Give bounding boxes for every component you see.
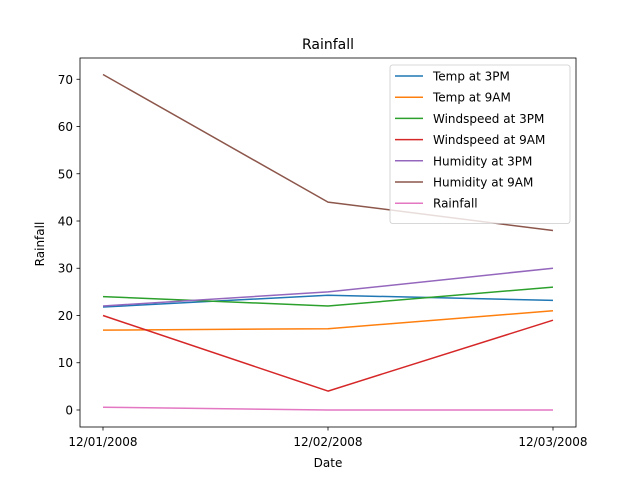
- series-line-4: [102, 314, 554, 392]
- y-tick-label: 30: [58, 262, 73, 276]
- legend-label: Humidity at 3PM: [433, 154, 532, 168]
- x-tick-label: 12/03/2008: [518, 435, 587, 449]
- legend-label: Windspeed at 9AM: [433, 133, 545, 147]
- y-tick-label: 0: [65, 403, 73, 417]
- x-axis-label: Date: [314, 456, 343, 470]
- legend-label: Temp at 3PM: [432, 70, 510, 84]
- y-tick-label: 20: [58, 309, 73, 323]
- y-tick-label: 40: [58, 215, 73, 229]
- series-line-2: [102, 310, 554, 331]
- legend-label: Rainfall: [433, 197, 478, 211]
- chart-title: Rainfall: [302, 37, 354, 53]
- y-axis-label: Rainfall: [33, 222, 47, 267]
- legend-label: Windspeed at 3PM: [433, 112, 544, 126]
- y-tick-label: 70: [58, 73, 73, 87]
- x-tick-label: 12/01/2008: [68, 435, 137, 449]
- series-line-7: [102, 406, 553, 411]
- x-tick-label: 12/02/2008: [293, 435, 362, 449]
- plot-area: 0 10 20 30 40 50 60 70 12/01/2008 12/02/2008 12/03…: [58, 57, 588, 449]
- y-tick-label: 10: [58, 356, 73, 370]
- series-line-5: [102, 267, 554, 307]
- series-line-3: [102, 286, 554, 307]
- legend-label: Temp at 9AM: [432, 91, 511, 105]
- y-tick-label: 50: [58, 167, 73, 181]
- y-tick-label: 60: [58, 120, 73, 134]
- series-line-1: [102, 294, 554, 308]
- legend-label: Humidity at 9AM: [433, 176, 533, 190]
- legend: Temp at 3PM Temp at 9AM Windspeed at 3PM Wi…: [389, 64, 571, 224]
- legend-box: [389, 64, 571, 224]
